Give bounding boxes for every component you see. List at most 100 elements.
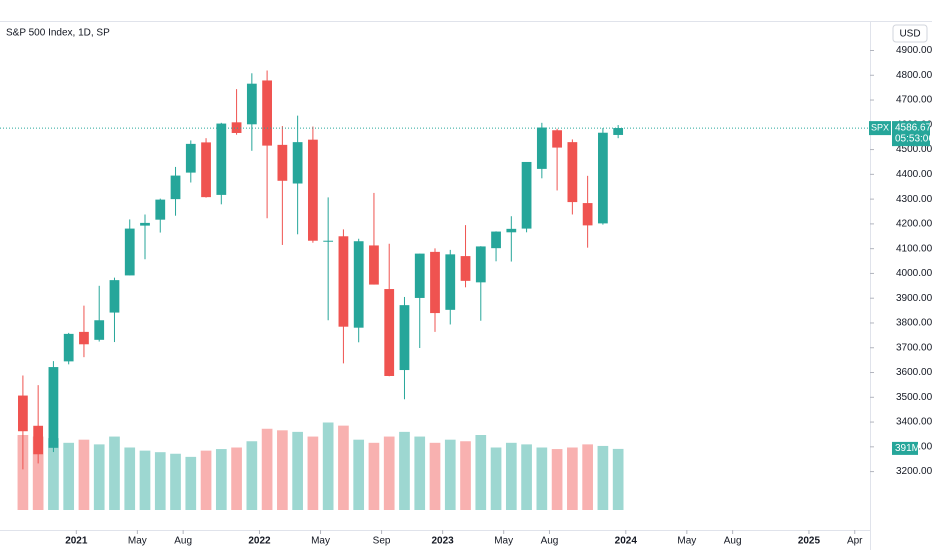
candle-body: [582, 203, 593, 226]
currency-button[interactable]: [892, 24, 928, 43]
volume-bar: [231, 447, 242, 510]
volume-bar: [200, 450, 212, 510]
candle-body: [63, 333, 74, 362]
volume-bar: [475, 435, 487, 510]
candle-body: [552, 130, 562, 148]
volume-bar: [521, 444, 532, 510]
volume-bar: [277, 430, 288, 510]
symbol: SPX: [871, 122, 889, 132]
x-tick-label: Aug: [724, 536, 742, 547]
volume-bar: [48, 438, 59, 510]
candle-body: [170, 175, 181, 200]
y-tick-label: 4000.00: [896, 268, 932, 279]
candle-body: [414, 253, 425, 298]
last-price: 4586.67: [895, 123, 932, 134]
candle-body: [308, 139, 318, 241]
volume-bar: [154, 452, 166, 510]
volume-bar: [383, 436, 395, 510]
volume-bar: [139, 450, 151, 510]
candle-body: [124, 228, 135, 276]
x-tick-label: Aug: [174, 536, 192, 547]
x-tick-label: 2023: [432, 536, 455, 547]
volume-bar: [215, 449, 227, 510]
candle-body: [506, 228, 517, 233]
candle-body: [338, 236, 349, 327]
x-tick-label: May: [128, 536, 147, 547]
candle-body: [109, 280, 120, 313]
candle-body: [475, 246, 486, 283]
volume-bar: [78, 439, 90, 510]
volume-bar: [414, 436, 426, 510]
volume-bar: [490, 447, 502, 510]
volume-bar: [185, 456, 197, 510]
candle-body: [262, 80, 272, 146]
y-tick-label: 4700.00: [896, 95, 932, 106]
candle-body: [155, 199, 166, 220]
volume-bar: [505, 442, 517, 510]
volume-bar: [109, 436, 120, 510]
volume-bar: [536, 447, 548, 510]
candle-body: [491, 231, 501, 249]
x-tick-label: 2021: [65, 536, 88, 547]
candle-body: [353, 241, 364, 328]
y-tick-label: 4900.00: [896, 45, 932, 56]
candle-body: [185, 143, 196, 173]
candle-body: [399, 305, 410, 371]
candle-body: [323, 240, 334, 242]
candle-body: [216, 123, 227, 195]
price-tag: [892, 121, 930, 147]
x-tick-label: Apr: [847, 536, 863, 547]
volume-bar: [567, 447, 578, 510]
volume-bar: [353, 439, 365, 510]
candle-body: [430, 251, 440, 314]
candle-body: [33, 425, 44, 455]
volume-bar: [170, 453, 181, 510]
y-tick-label: 4500.00: [896, 144, 932, 155]
symbol-tag: [869, 121, 891, 136]
candle-body: [460, 256, 471, 281]
volume-bar: [429, 442, 441, 510]
y-tick-label: 3700.00: [896, 342, 932, 353]
x-tick-label: May: [311, 536, 330, 547]
candle-body: [277, 144, 288, 181]
volume-bar: [368, 442, 380, 510]
volume-bar: [261, 428, 273, 510]
candle-body: [231, 122, 242, 133]
volume-bar: [597, 445, 609, 510]
y-tick-label: 4800.00: [896, 70, 932, 81]
countdown: 05:53:06: [895, 134, 932, 145]
candle-body: [369, 245, 379, 285]
candle-body: [246, 83, 257, 125]
candle-body: [79, 331, 89, 345]
x-tick-label: May: [494, 536, 513, 547]
volume-bar: [338, 425, 349, 510]
x-tick-label: 2025: [798, 536, 821, 547]
candle-body: [536, 127, 547, 169]
y-tick-label: 3800.00: [896, 318, 932, 329]
volume-bar: [292, 431, 303, 510]
y-tick-label: 4100.00: [896, 243, 932, 254]
chart-title: S&P 500 Index, 1D, SP: [6, 28, 110, 39]
volume-bar: [612, 448, 624, 510]
volume-bar: [551, 449, 563, 510]
volume-bar: [399, 431, 410, 510]
volume-bar: [307, 436, 319, 510]
volume-bar: [322, 422, 334, 510]
candle-body: [521, 161, 532, 229]
x-tick-label: May: [677, 536, 696, 547]
candle-body: [48, 367, 59, 448]
volume-bar: [17, 435, 29, 510]
candle-body: [445, 254, 456, 310]
y-tick-label: 4300.00: [896, 194, 932, 205]
candle-body: [598, 132, 608, 224]
x-tick-label: Aug: [541, 536, 559, 547]
candle-body: [613, 128, 624, 135]
currency[interactable]: USD: [899, 29, 920, 40]
candle-body: [567, 142, 578, 203]
y-tick-label: 3600.00: [896, 367, 932, 378]
volume-bar: [32, 436, 44, 510]
candle-body: [384, 289, 395, 376]
volume-bar: [246, 441, 258, 510]
volume-bar: [444, 439, 456, 510]
